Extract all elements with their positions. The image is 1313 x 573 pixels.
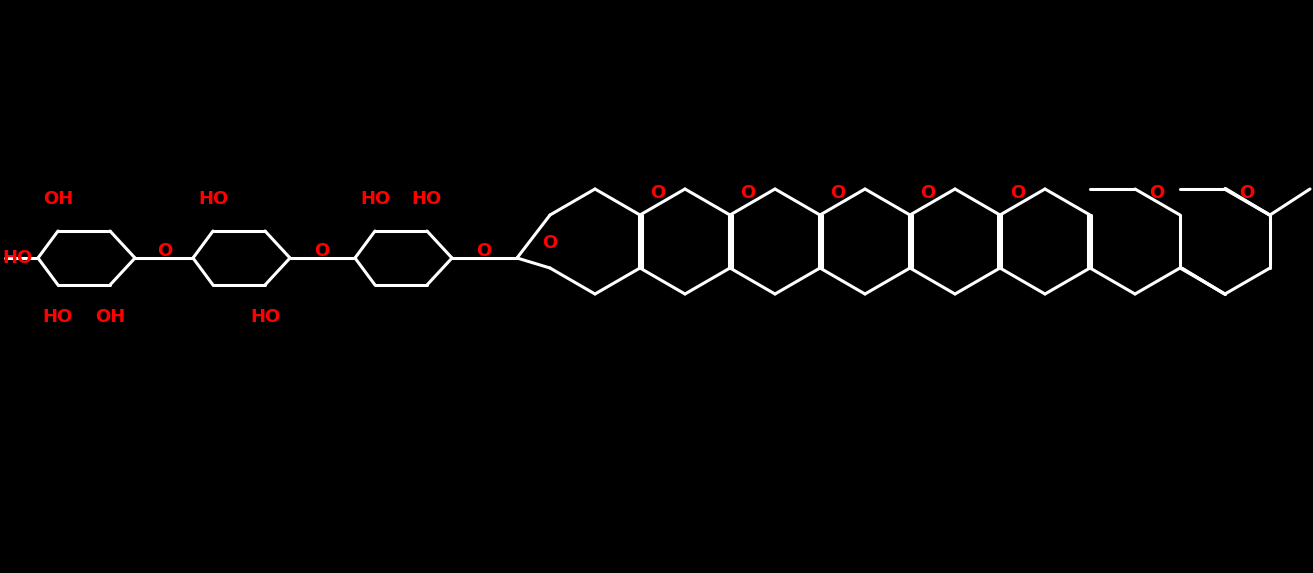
Text: OH: OH — [95, 308, 125, 326]
Text: O: O — [158, 242, 172, 260]
Text: O: O — [1239, 184, 1255, 202]
Text: O: O — [1011, 184, 1025, 202]
Text: HO: HO — [412, 190, 442, 208]
Text: O: O — [741, 184, 755, 202]
Text: O: O — [920, 184, 936, 202]
Text: O: O — [650, 184, 666, 202]
Text: HO: HO — [3, 249, 33, 267]
Text: O: O — [477, 242, 491, 260]
Text: OH: OH — [43, 190, 74, 208]
Text: HO: HO — [360, 190, 390, 208]
Text: O: O — [542, 234, 558, 252]
Text: HO: HO — [198, 190, 228, 208]
Text: O: O — [1149, 184, 1165, 202]
Text: HO: HO — [43, 308, 74, 326]
Text: O: O — [830, 184, 846, 202]
Text: O: O — [314, 242, 330, 260]
Text: HO: HO — [249, 308, 280, 326]
